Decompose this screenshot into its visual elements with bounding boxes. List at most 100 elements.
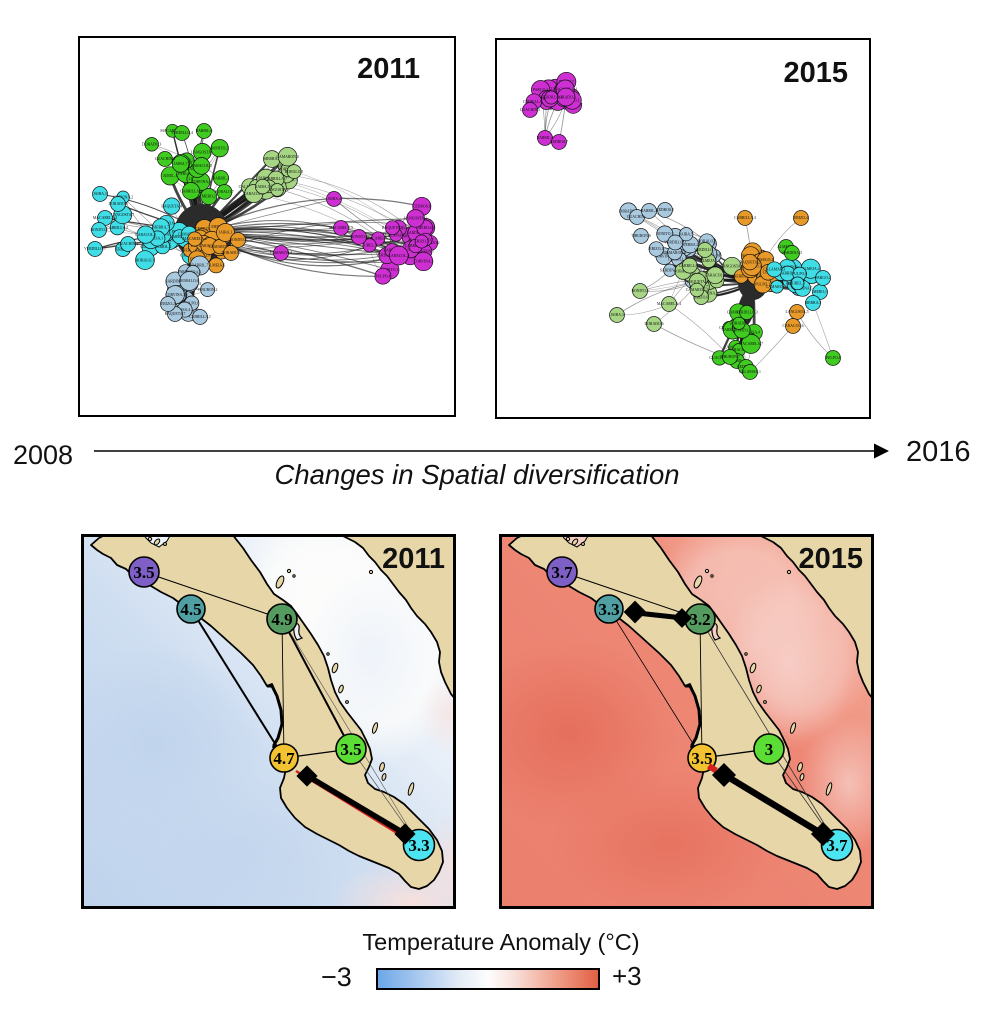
- svg-text:TIBURON,6: TIBURON,6: [631, 234, 651, 239]
- svg-text:CARACOL,1: CARACOL,1: [705, 274, 726, 279]
- svg-text:JAIBA,3: JAIBA,3: [610, 313, 624, 318]
- svg-text:SARDINA,5: SARDINA,5: [793, 287, 813, 292]
- svg-text:BAQUETA,4: BAQUETA,4: [687, 280, 708, 285]
- svg-text:4.9: 4.9: [271, 610, 292, 629]
- svg-text:GUACHIN,4: GUACHIN,4: [709, 356, 729, 361]
- svg-text:CAMARON,2: CAMARON,2: [686, 288, 708, 293]
- svg-text:JAIBA,1: JAIBA,1: [219, 231, 233, 236]
- svg-text:BAQUETA,4: BAQUETA,4: [161, 204, 182, 209]
- svg-text:BONITO,5: BONITO,5: [631, 289, 648, 294]
- svg-text:ROBALO,7: ROBALO,7: [215, 190, 234, 195]
- svg-text:CABRILLA,6: CABRILLA,6: [405, 244, 427, 249]
- svg-text:GUACHIN,5: GUACHIN,5: [155, 157, 175, 162]
- svg-text:GUACHIN,1: GUACHIN,1: [118, 242, 138, 247]
- svg-text:BARRIL,4: BARRIL,4: [154, 245, 171, 250]
- svg-text:ROBALO,6: ROBALO,6: [180, 279, 199, 284]
- svg-text:PULPO,4: PULPO,4: [375, 274, 390, 279]
- svg-text:3.7: 3.7: [551, 563, 573, 582]
- svg-text:BONITO,5: BONITO,5: [90, 228, 107, 233]
- svg-text:4.5: 4.5: [180, 600, 201, 619]
- svg-text:CABRILLA,7: CABRILLA,7: [668, 257, 690, 262]
- svg-text:VERDILLO,4: VERDILLO,4: [540, 96, 562, 101]
- svg-text:CABRILLA,5: CABRILLA,5: [679, 264, 701, 269]
- svg-text:SARDINA,3: SARDINA,3: [407, 231, 427, 236]
- svg-text:CAMARON,7: CAMARON,7: [209, 245, 231, 250]
- svg-text:CORVINA,5: CORVINA,5: [165, 293, 185, 298]
- svg-text:ALMEJA,4: ALMEJA,4: [802, 267, 820, 272]
- svg-text:CARACOL,6: CARACOL,6: [199, 244, 220, 249]
- svg-text:CARACOL,4: CARACOL,4: [729, 348, 750, 353]
- svg-text:JUREL,7: JUREL,7: [790, 282, 804, 287]
- svg-text:3.3: 3.3: [598, 600, 619, 619]
- svg-text:TIBURON,7: TIBURON,7: [720, 355, 740, 360]
- svg-text:CORVINA,4: CORVINA,4: [654, 254, 674, 259]
- svg-text:PARGO,3: PARGO,3: [178, 172, 193, 177]
- svg-text:SARDINA,5: SARDINA,5: [165, 280, 185, 285]
- svg-text:SIERRA,5: SIERRA,5: [733, 274, 749, 279]
- svg-text:CEDROS,7: CEDROS,7: [550, 140, 568, 145]
- svg-text:CORVINA,6: CORVINA,6: [191, 180, 211, 185]
- svg-text:LANGOSTA,7: LANGOSTA,7: [720, 265, 743, 270]
- svg-text:2015: 2015: [783, 57, 848, 89]
- svg-text:ERIZO,2: ERIZO,2: [161, 302, 175, 307]
- svg-text:MACARELA,7: MACARELA,7: [739, 342, 763, 347]
- svg-text:JAIBA,4: JAIBA,4: [327, 197, 341, 202]
- svg-text:4.7: 4.7: [273, 749, 295, 768]
- svg-text:VERDILLO,2: VERDILLO,2: [664, 241, 686, 246]
- svg-text:CALAMAR,3: CALAMAR,3: [763, 268, 785, 273]
- svg-text:CAMARON,3: CAMARON,3: [270, 251, 292, 256]
- svg-text:BONITO,6: BONITO,6: [350, 235, 367, 240]
- svg-text:2011: 2011: [382, 543, 445, 575]
- svg-text:VERDILLO,3: VERDILLO,3: [736, 311, 758, 316]
- svg-text:BONITO,3: BONITO,3: [229, 238, 246, 243]
- svg-text:LANGOSTA,2: LANGOSTA,2: [266, 188, 289, 193]
- svg-text:ROBALO,3: ROBALO,3: [136, 258, 155, 263]
- svg-text:MACARELA,1: MACARELA,1: [160, 129, 184, 134]
- svg-text:PARGO,2: PARGO,2: [815, 276, 830, 281]
- svg-text:JUREL,5: JUREL,5: [362, 244, 376, 249]
- svg-text:PULPO,6: PULPO,6: [184, 301, 199, 306]
- svg-text:ERIZO,4: ERIZO,4: [794, 216, 808, 221]
- svg-text:CALAMAR,1: CALAMAR,1: [739, 370, 761, 375]
- svg-text:3.5: 3.5: [691, 749, 712, 768]
- svg-text:VERDILLO,7: VERDILLO,7: [694, 248, 716, 253]
- svg-text:MERO,2: MERO,2: [202, 195, 216, 200]
- svg-text:MACARELA,2: MACARELA,2: [183, 237, 207, 242]
- svg-text:CARACOL,1: CARACOL,1: [135, 233, 156, 238]
- svg-text:BARRIL,1: BARRIL,1: [213, 176, 230, 181]
- svg-text:ALMEJA,6: ALMEJA,6: [207, 264, 225, 269]
- svg-text:CEDROS,5: CEDROS,5: [656, 208, 674, 213]
- svg-text:LANGOSTA,4: LANGOSTA,4: [191, 150, 214, 155]
- svg-text:DORADO,1: DORADO,1: [619, 210, 638, 215]
- svg-text:CAMARON,7: CAMARON,7: [766, 285, 788, 290]
- svg-text:CALAMAR,1: CALAMAR,1: [385, 233, 407, 238]
- svg-text:BONITO,1: BONITO,1: [381, 268, 398, 273]
- svg-text:DORADO,3: DORADO,3: [556, 95, 575, 100]
- svg-text:DORADO,6: DORADO,6: [108, 202, 127, 207]
- svg-text:BARRIL,6: BARRIL,6: [196, 129, 213, 134]
- svg-text:ERIZO,6: ERIZO,6: [694, 295, 708, 300]
- svg-text:JAIBA,3: JAIBA,3: [93, 192, 107, 197]
- svg-text:SARDINA,4: SARDINA,4: [660, 268, 680, 273]
- svg-text:CABRILLA,2: CABRILLA,2: [523, 100, 545, 105]
- svg-text:BARRIL,4: BARRIL,4: [641, 209, 658, 214]
- svg-text:CABRILLA,1: CABRILLA,1: [189, 315, 211, 320]
- svg-text:SIERRA,2: SIERRA,2: [682, 243, 698, 248]
- svg-text:LANGOSTA,7: LANGOSTA,7: [111, 213, 134, 218]
- svg-text:BARRIL,7: BARRIL,7: [191, 264, 208, 269]
- svg-text:PULPO,1: PULPO,1: [755, 283, 770, 288]
- svg-text:VERDILLO,4: VERDILLO,4: [171, 131, 193, 136]
- svg-text:PARGO,6: PARGO,6: [702, 279, 717, 284]
- svg-text:DORADO,3: DORADO,3: [142, 143, 161, 148]
- svg-text:LISA,4: LISA,4: [179, 308, 190, 313]
- svg-text:BAQUETA,7: BAQUETA,7: [165, 312, 186, 317]
- svg-text:CORVINA,2: CORVINA,2: [113, 196, 133, 201]
- svg-text:CAMARON,5: CAMARON,5: [727, 311, 749, 316]
- svg-text:3.7: 3.7: [826, 836, 848, 855]
- svg-text:MACARELA,7: MACARELA,7: [366, 237, 390, 242]
- svg-text:CARACOL,6: CARACOL,6: [783, 324, 804, 329]
- svg-text:BAQUETA,2: BAQUETA,2: [739, 260, 760, 265]
- svg-text:3.5: 3.5: [340, 740, 361, 759]
- svg-text:PARGO,4: PARGO,4: [758, 258, 773, 263]
- svg-text:MERO,5: MERO,5: [173, 235, 187, 240]
